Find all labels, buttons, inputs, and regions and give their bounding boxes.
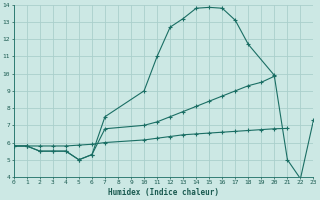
X-axis label: Humidex (Indice chaleur): Humidex (Indice chaleur) [108, 188, 219, 197]
